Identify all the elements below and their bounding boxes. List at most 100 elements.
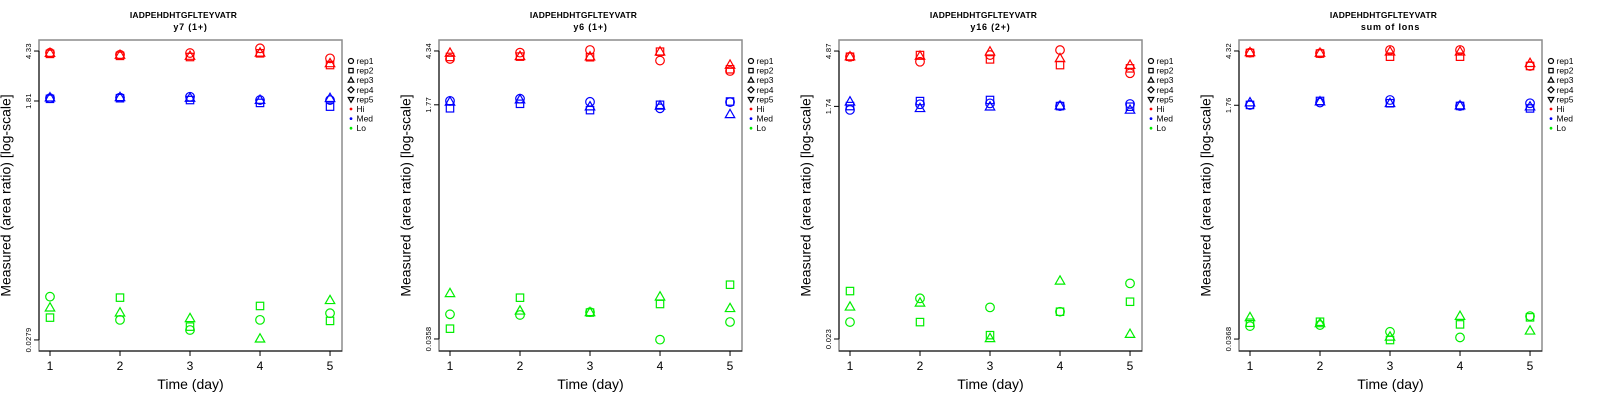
point-lo-rep2-day5 [725,280,735,290]
point-hi-rep1-day4 [655,55,665,66]
legend-marker-med [1549,117,1553,120]
plot-frame [438,39,743,352]
legend-label: rep5 [1157,94,1174,104]
point-med-rep3-day2 [1314,95,1326,106]
point-hi-rep3-day1 [1244,46,1256,57]
legend-item-rep1: rep1 [347,56,374,66]
legend-marker-hi [1549,107,1553,111]
point-hi-rep3-day2 [114,48,126,59]
point-med-rep2-day5 [325,102,335,111]
y-axis-label: Measured (area ratio) [log-scale] [798,94,814,296]
point-med-rep3-day5 [324,92,336,103]
plot-frame [838,39,1143,352]
legend-label: rep3 [357,75,374,85]
legend-marker-rep5 [347,96,355,104]
point-lo-rep2-day1 [445,324,455,333]
point-lo-rep3-day2 [1314,317,1326,328]
point-lo-rep3-day3 [184,312,196,323]
point-hi-rep1-day2 [915,56,925,67]
data-points [844,45,1136,343]
point-lo-rep1-day3 [985,302,995,313]
legend-label: Hi [1557,104,1565,114]
point-hi-rep2-day4 [1455,52,1465,61]
point-med-rep3-day2 [914,102,926,113]
legend-label: Hi [1157,104,1165,114]
legend-label: rep4 [357,85,374,95]
point-hi-rep2-day3 [1385,52,1395,61]
point-hi-rep3-day4 [1054,52,1066,63]
x-tick-label: 4 [657,359,664,373]
legend-marker-lo [1149,126,1153,130]
legend-label: Lo [1157,123,1167,133]
legend-label: Med [357,114,374,124]
point-med-rep3-day4 [654,99,666,110]
x-tick-label: 2 [917,359,924,373]
point-med-rep3-day2 [114,91,126,102]
point-lo-rep2-day4 [1055,307,1065,317]
point-lo-rep3-day5 [1124,327,1136,339]
legend-marker-lo [749,126,753,130]
point-hi-rep2-day5 [725,64,735,74]
legend-item-rep1: rep1 [747,56,774,66]
point-lo-rep3-day3 [984,332,996,343]
y-axis-label: Measured (area ratio) [log-scale] [0,94,14,296]
point-lo-rep3-day4 [654,290,666,301]
legend-item-med: Med [1149,114,1174,124]
legend-item-lo: Lo [749,123,766,133]
point-hi-rep3-day4 [1454,45,1466,56]
point-lo-rep1-day2 [115,314,125,325]
point-lo-rep1-day4 [655,334,665,345]
y-tick-label: 0.0279 [24,328,33,353]
point-lo-rep2-day2 [115,293,125,302]
x-tick-label: 4 [1457,359,1464,373]
point-med-rep2-day5 [725,97,735,106]
point-hi-rep1-day3 [585,45,595,55]
panel-2: IADPEHDHTGFLTEYVATR y6 (1+) 1 2 3 4 5 Time (day… [398,10,774,392]
point-hi-rep3-day3 [184,49,196,60]
point-med-rep3-day4 [1054,99,1066,110]
point-hi-rep3-day1 [44,46,56,57]
point-med-rep3-day2 [514,93,526,104]
plot-frame [38,39,343,352]
x-tick-label: 1 [847,359,854,373]
legend-item-med: Med [1549,114,1573,124]
point-med-rep1-day3 [985,98,995,109]
legend-item-rep2: rep2 [348,66,374,76]
legend-label: rep4 [1157,85,1174,95]
x-tick-label: 2 [117,359,124,373]
point-lo-rep1-day4 [255,314,265,325]
legend-marker-rep5 [747,96,755,104]
legend-item-rep4: rep4 [347,85,374,95]
legend-marker-rep1 [1147,57,1155,65]
point-hi-rep1-day5 [725,66,735,76]
x-tick-label: 4 [257,359,264,373]
chart-title: IADPEHDHTGFLTEYVATR [930,10,1037,20]
legend-label: Med [1157,114,1174,124]
point-lo-rep1-day1 [445,309,455,320]
legend-marker-rep4 [1147,85,1155,94]
point-lo-rep3-day4 [1454,309,1466,321]
legend-label: Hi [357,104,365,114]
legend-label: Lo [357,123,367,133]
legend-label: rep2 [1157,66,1174,76]
legend-marker-rep3 [747,76,755,83]
point-lo-rep3-day5 [324,294,336,305]
x-tick-label: 5 [1527,359,1534,373]
point-hi-rep3-day1 [444,46,456,57]
legend-item-lo: Lo [349,123,367,133]
legend-marker-rep4 [347,85,355,94]
legend-label: rep5 [1557,94,1574,104]
legend-label: rep1 [357,56,374,66]
data-points [444,45,736,345]
legend-marker-rep5 [1147,96,1155,104]
point-lo-rep2-day1 [45,313,55,322]
x-axis-label: Time (day) [957,376,1023,392]
point-hi-rep3-day5 [1124,58,1136,70]
point-lo-rep3-day2 [514,304,526,315]
point-med-rep3-day5 [724,108,736,119]
legend-label: rep4 [1557,85,1574,95]
chart-subtitle: sum of Ions [1361,22,1420,32]
legend-label: rep3 [1157,75,1174,85]
